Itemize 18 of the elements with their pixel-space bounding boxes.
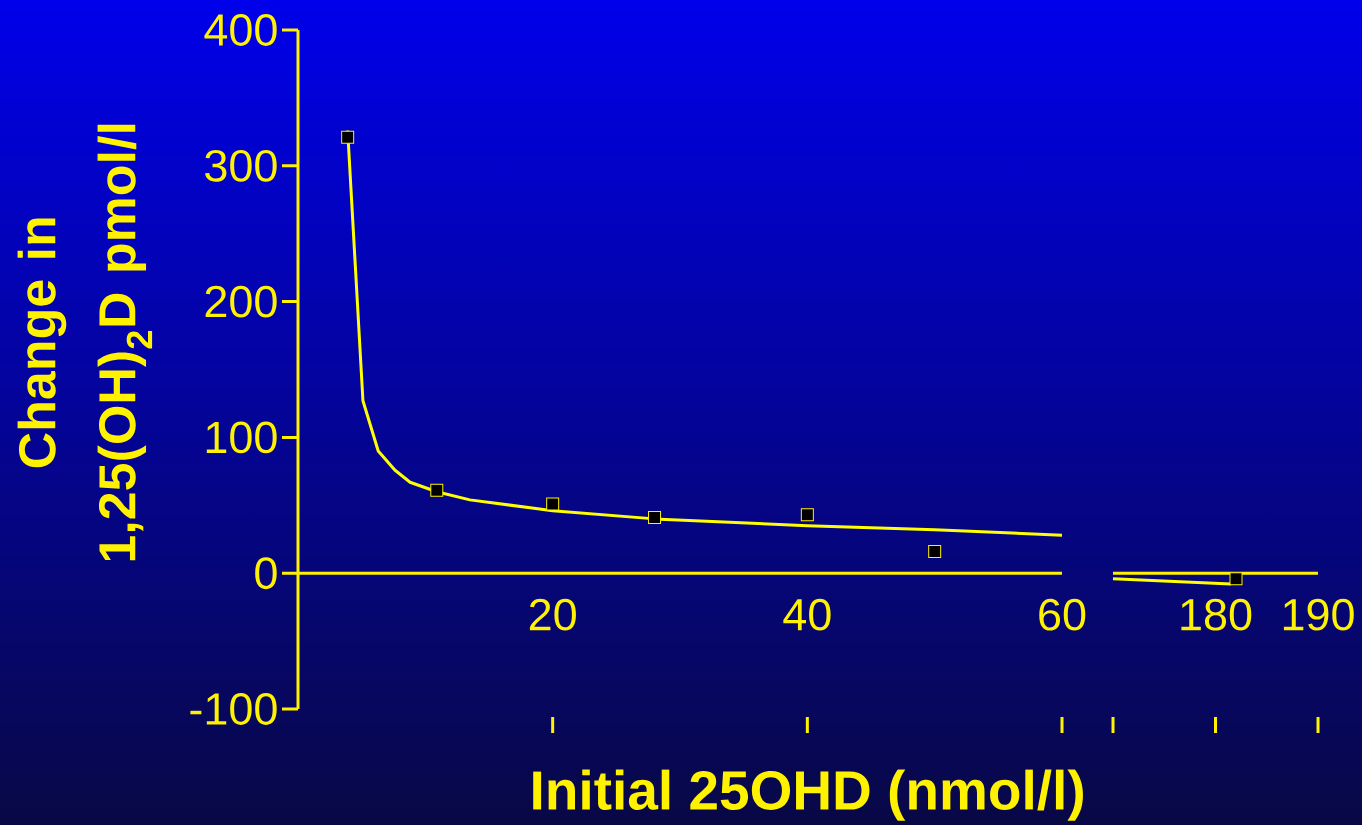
y-tick-label: 400 [204,14,277,46]
y-tick-label: 0 [255,557,277,590]
point [800,508,814,522]
x-axis-title: Initial 25OHD (nmol/l) [533,769,1083,821]
x-tick-label: 190 [1283,598,1354,631]
y-tick-label: 200 [205,285,277,318]
x-tick-label: 40 [783,598,831,631]
point [546,497,560,511]
y-tick-label: -100 [190,693,277,725]
point [928,544,942,558]
x-tick-label: 60 [1039,598,1086,631]
point [341,130,355,144]
point [648,511,662,525]
point [430,483,444,497]
y-tick-label: 100 [206,421,277,454]
y-tick-label: 300 [205,149,277,182]
x-tick-label: 20 [529,598,576,631]
x-tick-label: 180 [1181,598,1252,631]
